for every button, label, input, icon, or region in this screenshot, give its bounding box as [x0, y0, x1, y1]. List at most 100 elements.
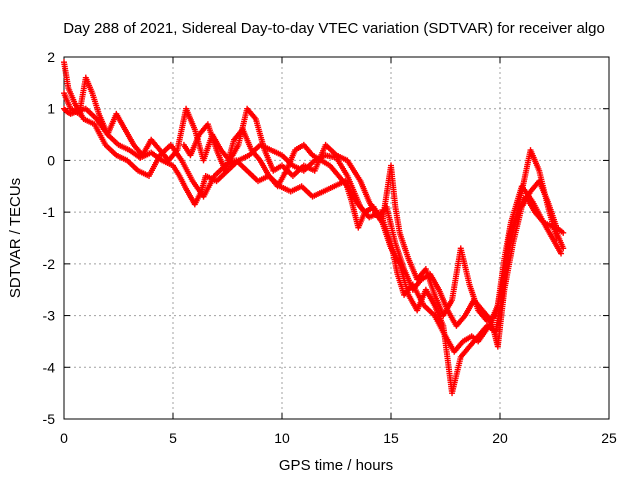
data-point	[88, 88, 95, 95]
y-tick-label: -1	[43, 204, 56, 220]
data-point	[89, 120, 96, 127]
data-point	[111, 150, 118, 157]
data-point	[557, 248, 564, 255]
data-point	[448, 298, 455, 305]
data-point	[121, 124, 128, 131]
data-point	[553, 232, 560, 239]
grid-lines	[64, 57, 609, 419]
data-point	[430, 289, 437, 296]
data-point	[365, 196, 372, 203]
series-track-b	[61, 74, 567, 350]
data-point	[144, 172, 151, 179]
data-point	[188, 176, 195, 183]
data-point	[210, 174, 217, 181]
x-tick-label: 0	[60, 430, 68, 446]
data-point	[122, 156, 129, 163]
axis-ticks	[63, 56, 610, 420]
x-tick-label: 20	[492, 430, 508, 446]
data-point	[133, 166, 140, 173]
data-point	[460, 314, 467, 321]
data-point	[92, 114, 99, 121]
data-point	[439, 321, 446, 328]
data-point	[212, 145, 219, 152]
data-point	[490, 313, 497, 320]
data-point	[391, 238, 398, 245]
data-point	[404, 289, 411, 296]
data-point	[260, 145, 267, 152]
y-tick-label: -4	[43, 359, 56, 375]
data-point	[430, 311, 437, 318]
data-point	[535, 165, 542, 172]
data-series	[61, 59, 567, 397]
data-point	[430, 300, 437, 307]
x-axis-label: GPS time / hours	[279, 457, 393, 474]
data-point	[434, 284, 441, 291]
data-point	[465, 279, 472, 286]
data-point	[356, 176, 363, 183]
data-point	[195, 133, 202, 140]
data-point	[505, 237, 512, 244]
data-point	[175, 171, 182, 178]
data-point	[352, 197, 359, 204]
data-point	[343, 181, 350, 188]
data-point	[559, 243, 566, 250]
data-point	[129, 140, 136, 147]
data-point	[310, 158, 317, 165]
data-point	[191, 124, 198, 131]
y-tick-label: 0	[47, 152, 55, 168]
data-point	[474, 305, 481, 312]
data-point	[230, 138, 237, 145]
data-point	[177, 155, 184, 162]
data-point	[329, 184, 336, 191]
x-tick-label: 15	[383, 430, 399, 446]
data-point	[349, 166, 356, 173]
y-tick-label: 1	[47, 101, 55, 117]
plot-frame	[63, 56, 610, 420]
data-point	[509, 231, 516, 238]
data-point	[182, 184, 189, 191]
y-tick-label: -2	[43, 256, 56, 272]
data-point	[64, 82, 71, 89]
data-point	[101, 140, 108, 147]
data-point	[395, 259, 402, 266]
data-point	[282, 169, 289, 176]
data-point	[526, 190, 533, 197]
data-point	[264, 171, 271, 178]
data-point	[113, 140, 120, 147]
data-point	[277, 151, 284, 158]
data-point	[124, 146, 131, 153]
data-point	[71, 98, 78, 105]
x-tick-label: 5	[169, 430, 177, 446]
data-point	[95, 108, 102, 115]
data-point	[155, 154, 162, 161]
data-point	[316, 156, 323, 163]
y-tick-labels: -5 -4 -3 -2 -1 0 1 2	[43, 49, 56, 427]
data-point	[251, 114, 258, 121]
data-point	[530, 207, 537, 214]
data-point	[457, 356, 464, 363]
data-point	[234, 143, 241, 150]
y-axis-label: SDTVAR / TECUs	[7, 178, 24, 298]
data-point	[396, 227, 403, 234]
data-point	[404, 253, 411, 260]
x-tick-label: 10	[274, 430, 290, 446]
series-track-c	[61, 59, 565, 397]
data-point	[343, 171, 350, 178]
data-point	[387, 243, 394, 250]
y-tick-label: -3	[43, 308, 56, 324]
y-tick-label: 2	[47, 49, 55, 65]
data-point	[539, 218, 546, 225]
data-point	[247, 145, 254, 152]
data-point	[331, 150, 338, 157]
data-point	[558, 228, 565, 235]
data-point	[242, 166, 249, 173]
data-point	[318, 189, 325, 196]
chart-title: Day 288 of 2021, Sidereal Day-to-day VTE…	[63, 20, 605, 37]
x-tick-label: 25	[601, 430, 617, 446]
data-point	[500, 273, 507, 280]
data-point	[255, 155, 262, 162]
data-point	[244, 153, 251, 160]
x-tick-labels: 0 5 10 15 20 25	[60, 430, 617, 446]
series-track-d	[180, 121, 560, 324]
